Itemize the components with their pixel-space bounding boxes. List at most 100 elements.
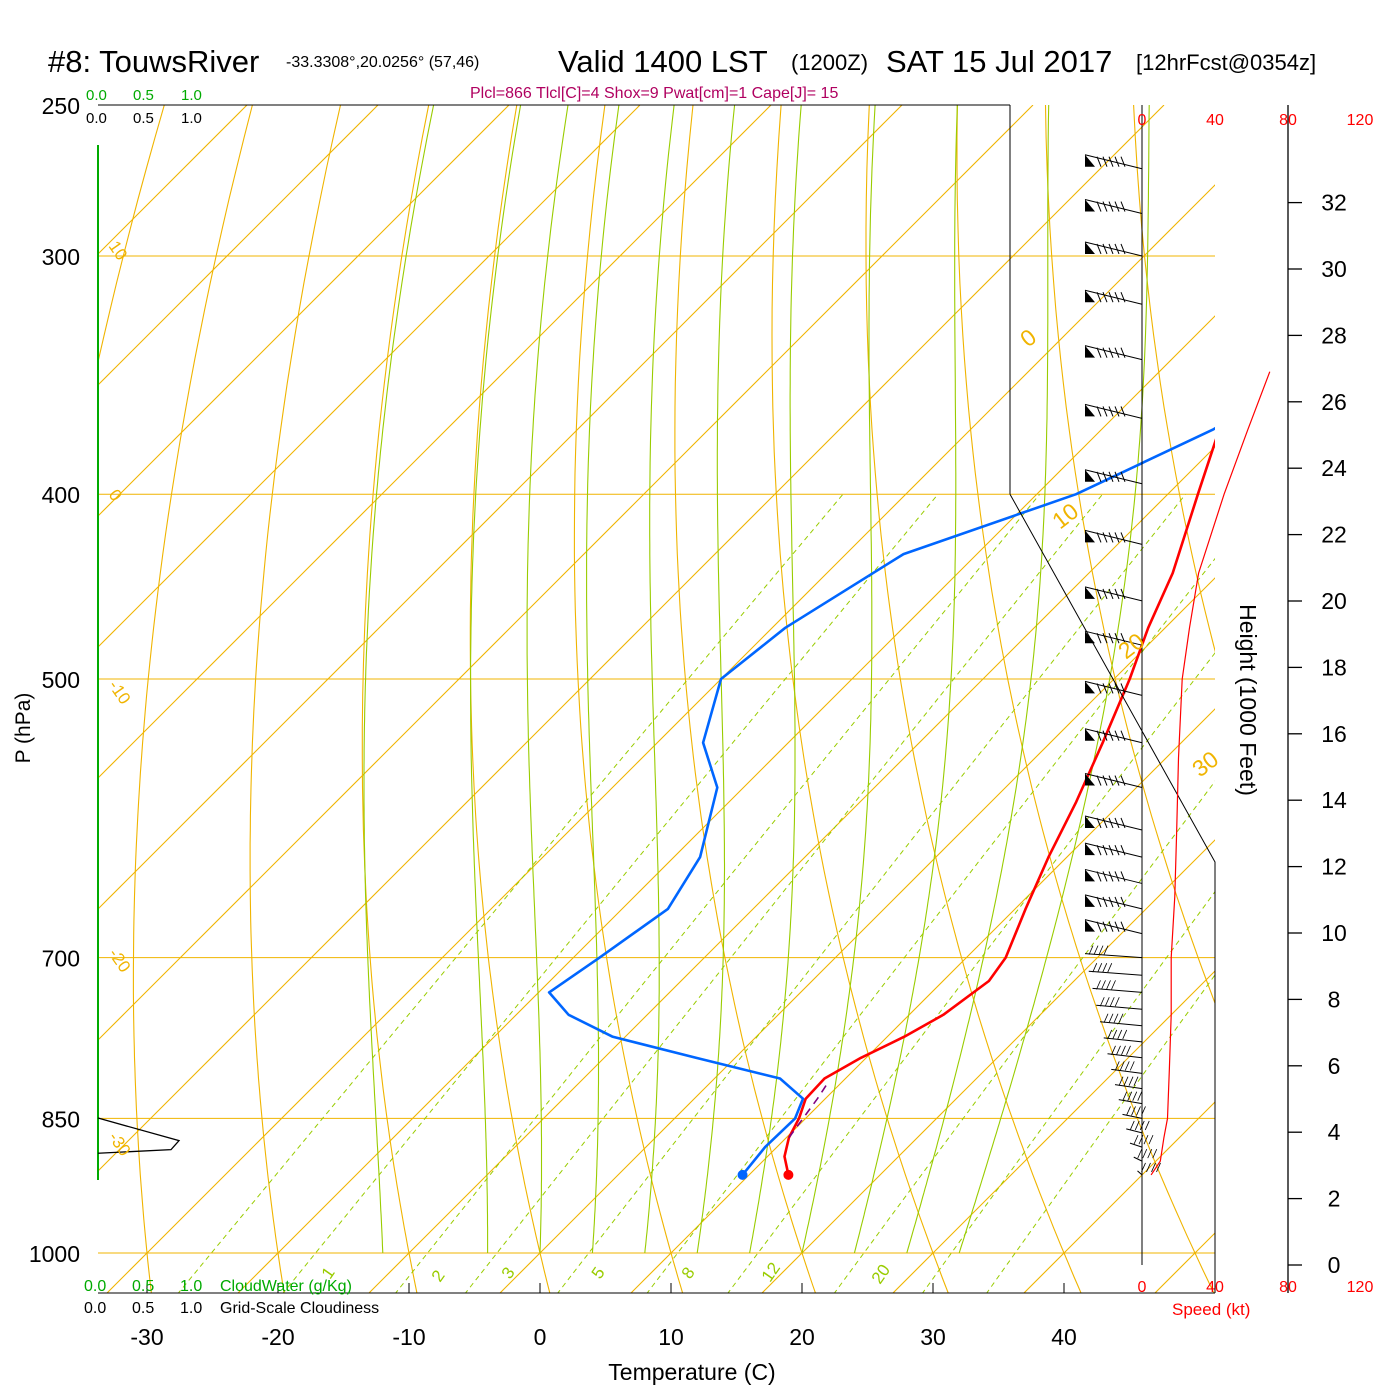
height-tick-label: 4 [1328, 1119, 1341, 1145]
barb-feather [1108, 588, 1114, 600]
isotherm-ext-10 [630, 1252, 672, 1293]
barb-feather [1096, 871, 1102, 882]
barb-feather [1108, 201, 1114, 212]
isotherm-label: 0 [105, 486, 126, 505]
barb-feather [1133, 1134, 1139, 1145]
barb-feather [1093, 945, 1099, 955]
wind-barb [1084, 403, 1143, 419]
wind-barb [1084, 469, 1143, 485]
barb-feather [1102, 243, 1108, 255]
barb-pennant [1085, 681, 1095, 694]
barb-feather [1108, 1013, 1114, 1023]
isotherm--100 [98, 105, 379, 386]
barb-pennant [1085, 154, 1095, 167]
wind-barb [1114, 1076, 1143, 1090]
dry-adiabat-lines [98, 71, 1400, 1301]
mixing-ratio-30 [921, 890, 1215, 1293]
barb-feather [1096, 588, 1102, 600]
wind-barb [1084, 586, 1143, 602]
barb-feather [1108, 921, 1114, 932]
wind-barb [1111, 1061, 1143, 1074]
dry-adiabat-10 [573, 105, 684, 1293]
axes [97, 104, 1302, 1294]
wind-barb [1084, 894, 1143, 910]
wind-barb [1084, 199, 1143, 214]
speed-tick-bottom-1: 40 [1206, 1279, 1224, 1296]
height-tick-label: 14 [1321, 787, 1347, 813]
cloudwater-tick-bottom-2: 1.0 [180, 1278, 202, 1295]
barb-feather [1108, 730, 1114, 741]
isotherm-10 [670, 708, 1215, 1254]
barb-pennant [1085, 290, 1095, 303]
cloudwater-tick-top-0: 0.0 [86, 87, 107, 104]
isotherm-lines [0, 105, 1215, 1293]
barb-feather [1120, 347, 1126, 358]
barb-feather [1120, 406, 1126, 417]
barb-staff [1084, 773, 1143, 788]
speed-tick-bottom-0: 0 [1138, 1279, 1147, 1296]
barb-feather [1117, 1029, 1123, 1040]
barb-staff [1099, 1021, 1143, 1027]
isotherm--50 [98, 105, 1034, 1041]
barb-feather [1146, 1162, 1151, 1173]
barb-feather [1127, 1091, 1133, 1101]
y-axis-title: P (hPa) [12, 693, 35, 764]
barb-staff [1126, 1128, 1143, 1134]
wind-barb [1084, 241, 1143, 257]
barb-feather [1120, 844, 1126, 856]
barb-staff [1084, 289, 1143, 305]
mixing-ratio-label: 12 [758, 1259, 784, 1285]
barb-staff [1122, 1113, 1143, 1119]
x-tick-label: 10 [658, 1324, 684, 1350]
speed-profile-line [1150, 371, 1271, 1176]
moist-adiabat-12 [696, 105, 736, 1254]
barb-feather [1097, 963, 1103, 973]
isotherm-0 [539, 577, 1215, 1254]
mixing-ratio-40 [986, 974, 1215, 1293]
barb-staff [1092, 987, 1143, 993]
wind-barb [1118, 1091, 1143, 1105]
barb-feather [1108, 471, 1114, 482]
dry-adiabat-40 [865, 105, 1082, 1293]
barb-feather [1114, 775, 1120, 786]
cloudwater-tick-top-2: 1.0 [181, 87, 202, 104]
cloud-scale-bottom: 0.0 0.5 1.0 CloudWater (g/Kg) 0.0 0.5 1.… [84, 1278, 379, 1317]
valid-date: SAT 15 Jul 2017 [886, 44, 1112, 79]
mixing-ratio-5 [557, 493, 1186, 1293]
cloudiness-tick-top-0: 0.0 [86, 110, 107, 127]
barb-feather [1108, 243, 1114, 255]
barb-feather [1114, 532, 1120, 543]
barb-feather [1107, 963, 1113, 973]
height-tick-label: 18 [1321, 654, 1347, 680]
isotherm-50 [1194, 1232, 1215, 1254]
barb-feather [1096, 156, 1102, 167]
barb-feather [1152, 1148, 1158, 1159]
barb-staff [1084, 630, 1143, 646]
height-tick-label: 28 [1321, 322, 1347, 348]
barb-feather [1118, 1076, 1124, 1086]
barb-feather [1108, 775, 1114, 786]
wind-barb [1084, 529, 1143, 545]
isotherm-ext--40 [0, 1253, 16, 1293]
cloudiness-tick-bottom-2: 1.0 [180, 1300, 202, 1317]
dewpoint-surface-dot [737, 1169, 748, 1180]
barb-feather [1120, 633, 1126, 644]
dry-adiabat-100 [1394, 71, 1400, 1301]
moist-adiabat-lines [363, 105, 1150, 1254]
barb-feather [1123, 1076, 1129, 1086]
dry-adiabat-label: 30 [1187, 746, 1223, 782]
utc-time: (1200Z) [791, 50, 868, 75]
moist-adiabat-28 [906, 105, 1050, 1254]
moist-adiabat--4 [470, 105, 522, 1253]
x-tick-label: -10 [392, 1324, 425, 1350]
barb-feather [1102, 963, 1108, 973]
barb-staff [1084, 815, 1143, 831]
barb-feather [1099, 997, 1105, 1007]
barb-feather [1143, 1134, 1149, 1145]
barb-feather [1120, 156, 1126, 167]
dry-adiabat-30 [771, 105, 949, 1293]
barb-feather [1114, 243, 1120, 255]
barb-feather [1102, 471, 1108, 482]
barb-feather [1136, 1106, 1141, 1116]
sounding-lines [547, 426, 1215, 1180]
